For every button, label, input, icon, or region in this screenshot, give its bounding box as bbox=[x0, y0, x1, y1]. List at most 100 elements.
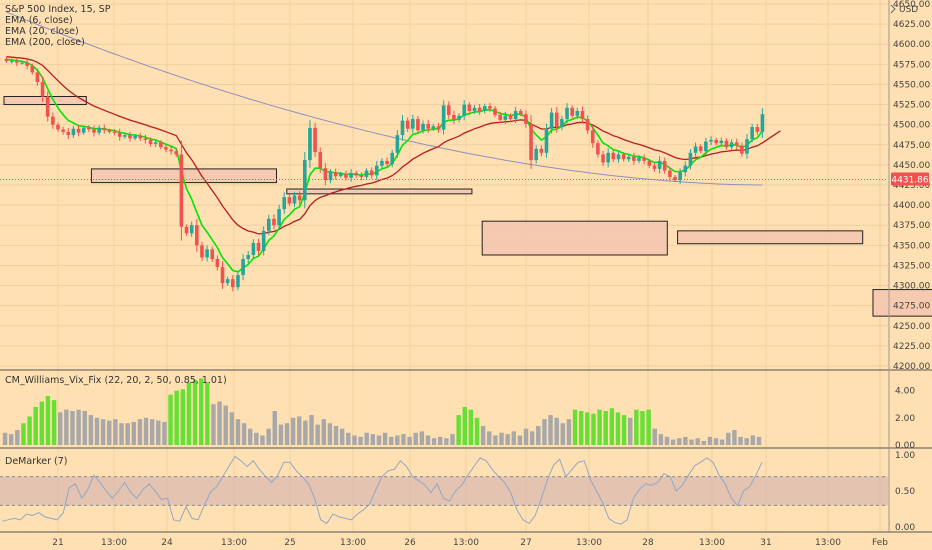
candle-body[interactable] bbox=[606, 152, 610, 163]
candle-body[interactable] bbox=[138, 135, 143, 139]
time-axis[interactable]: 21 13:00 24 13:00 25 13:00 26 13:00 27 13:00 28 13:… bbox=[52, 538, 888, 548]
candle-body[interactable] bbox=[308, 127, 312, 161]
candle-body[interactable] bbox=[112, 131, 117, 133]
candle-body[interactable] bbox=[169, 149, 173, 152]
ema-6-line[interactable] bbox=[6, 58, 764, 273]
candle-body[interactable] bbox=[452, 115, 456, 120]
candle-body[interactable] bbox=[272, 218, 276, 226]
candle-body[interactable] bbox=[405, 120, 410, 129]
candle-body[interactable] bbox=[714, 139, 718, 144]
candle-body[interactable] bbox=[395, 135, 400, 153]
candle-body[interactable] bbox=[287, 197, 292, 204]
ema-200-line[interactable] bbox=[6, 11, 763, 186]
candle-body[interactable] bbox=[441, 105, 446, 130]
candle-body[interactable] bbox=[539, 148, 544, 153]
candle-body[interactable] bbox=[97, 127, 101, 133]
candle-body[interactable] bbox=[421, 123, 425, 131]
candle-body[interactable] bbox=[344, 173, 348, 178]
candle-body[interactable] bbox=[220, 267, 225, 284]
candle-body[interactable] bbox=[472, 107, 477, 111]
candle-body[interactable] bbox=[323, 168, 328, 181]
candle-body[interactable] bbox=[755, 127, 760, 132]
candle-body[interactable] bbox=[338, 173, 343, 177]
candle-body[interactable] bbox=[277, 209, 281, 226]
candle-body[interactable] bbox=[580, 110, 585, 120]
candle-body[interactable] bbox=[678, 172, 682, 181]
price-axis[interactable]: 4650.00 4625.00 4600.00 4575.00 4550.00 4525.… bbox=[888, 0, 930, 533]
candle-body[interactable] bbox=[292, 195, 297, 204]
candle-body[interactable] bbox=[673, 176, 677, 181]
candle-body[interactable] bbox=[241, 259, 245, 276]
candle-body[interactable] bbox=[585, 119, 590, 131]
zone-rect[interactable] bbox=[677, 230, 864, 245]
candle-body[interactable] bbox=[359, 175, 364, 177]
candle-body[interactable] bbox=[508, 115, 513, 120]
candle-body[interactable] bbox=[488, 106, 492, 109]
candle-body[interactable] bbox=[9, 61, 14, 63]
candle-body[interactable] bbox=[657, 160, 662, 169]
candle-body[interactable] bbox=[303, 160, 307, 201]
candle-body[interactable] bbox=[261, 230, 266, 251]
candle-body[interactable] bbox=[513, 110, 518, 120]
candle-body[interactable] bbox=[704, 141, 708, 152]
candle-body[interactable] bbox=[15, 61, 19, 63]
candle-body[interactable] bbox=[328, 172, 333, 181]
candle-body[interactable] bbox=[596, 143, 600, 155]
candle-body[interactable] bbox=[621, 154, 626, 160]
candle-body[interactable] bbox=[462, 104, 466, 116]
candle-body[interactable] bbox=[25, 62, 29, 66]
candle-body[interactable] bbox=[524, 114, 528, 124]
candle-body[interactable] bbox=[189, 225, 194, 234]
candle-body[interactable] bbox=[236, 275, 240, 288]
candle-body[interactable] bbox=[184, 226, 189, 234]
candle-body[interactable] bbox=[92, 129, 96, 133]
candle-body[interactable] bbox=[601, 154, 605, 163]
candle-body[interactable] bbox=[534, 148, 538, 161]
candle-body[interactable] bbox=[529, 123, 533, 161]
candle-body[interactable] bbox=[81, 127, 86, 133]
candle-body[interactable] bbox=[400, 120, 405, 136]
zone-rect[interactable] bbox=[286, 188, 473, 195]
candle-body[interactable] bbox=[431, 126, 436, 129]
candle-body[interactable] bbox=[719, 140, 724, 144]
candle-body[interactable] bbox=[4, 58, 9, 62]
indicator-ema-6[interactable]: EMA (6, close) bbox=[5, 15, 73, 26]
candle-body[interactable] bbox=[626, 156, 631, 160]
indicator-ema-20[interactable]: EMA (20, close) bbox=[5, 26, 79, 37]
candle-body[interactable] bbox=[560, 119, 564, 128]
candle-body[interactable] bbox=[369, 170, 374, 176]
candle-body[interactable] bbox=[318, 152, 323, 169]
candle-body[interactable] bbox=[457, 115, 461, 120]
zone-rect[interactable] bbox=[872, 289, 932, 317]
candle-body[interactable] bbox=[632, 156, 636, 161]
candle-body[interactable] bbox=[750, 127, 754, 140]
zone-rect[interactable] bbox=[481, 220, 668, 256]
candle-body[interactable] bbox=[159, 142, 163, 148]
candle-body[interactable] bbox=[683, 165, 688, 173]
candle-body[interactable] bbox=[745, 139, 749, 154]
candle-body[interactable] bbox=[333, 172, 338, 177]
candle-body[interactable] bbox=[179, 154, 184, 227]
candle-body[interactable] bbox=[575, 110, 580, 116]
candle-body[interactable] bbox=[102, 127, 107, 131]
candle-body[interactable] bbox=[107, 130, 112, 132]
candle-body[interactable] bbox=[205, 249, 209, 258]
candle-body[interactable] bbox=[647, 160, 652, 166]
candle-body[interactable] bbox=[760, 114, 765, 132]
candle-body[interactable] bbox=[662, 160, 667, 171]
candle-body[interactable] bbox=[143, 138, 148, 140]
candle-body[interactable] bbox=[76, 128, 81, 133]
candle-body[interactable] bbox=[66, 131, 71, 136]
zone-rect[interactable] bbox=[3, 96, 87, 106]
candle-body[interactable] bbox=[35, 72, 40, 83]
candle-body[interactable] bbox=[390, 152, 395, 165]
candle-body[interactable] bbox=[565, 107, 569, 120]
candle-body[interactable] bbox=[374, 165, 379, 176]
indicator-ema-200[interactable]: EMA (200, close) bbox=[5, 37, 85, 48]
candle-body[interactable] bbox=[349, 172, 353, 178]
candle-body[interactable] bbox=[215, 259, 220, 268]
candle-body[interactable] bbox=[267, 218, 271, 231]
candle-body[interactable] bbox=[71, 128, 76, 136]
candle-body[interactable] bbox=[128, 135, 132, 139]
